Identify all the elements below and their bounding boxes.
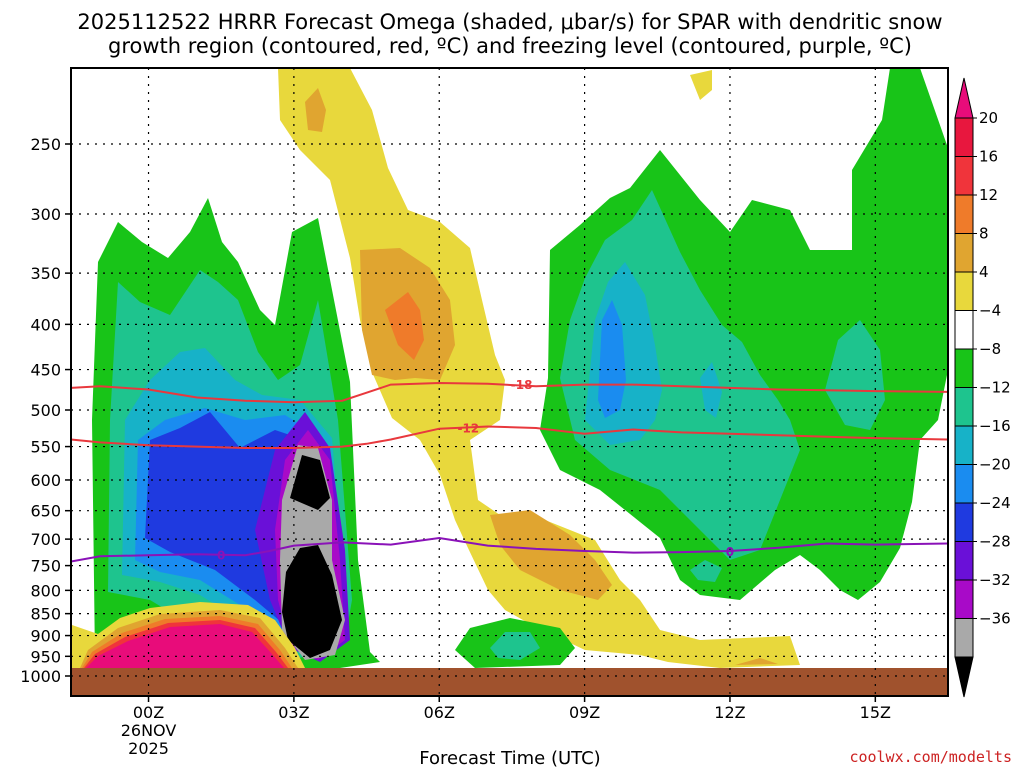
colorbar-label-12: −32 bbox=[979, 571, 1011, 589]
y-tick-label-250: 250 bbox=[30, 135, 61, 154]
contour-label-freezing_0-1: 0 bbox=[726, 545, 734, 559]
omega-region-neg12-lowcenter bbox=[490, 632, 540, 660]
y-tick-label-700: 700 bbox=[30, 530, 61, 549]
x-tick-label-15Z: 15Z bbox=[860, 703, 891, 722]
ground-surface bbox=[71, 668, 948, 696]
x-axis-label: Forecast Time (UTC) bbox=[419, 748, 600, 768]
chart-title-line1: 2025112522 HRRR Forecast Omega (shaded, … bbox=[77, 10, 942, 34]
grid-lines bbox=[71, 68, 948, 696]
omega-region-neg16-right2 bbox=[700, 362, 722, 418]
colorbar-label-10: −24 bbox=[979, 494, 1011, 512]
omega-region-pos4-center bbox=[278, 68, 800, 668]
colorbar-segment-0 bbox=[954, 117, 974, 157]
credit-text: coolwx.com/modelts bbox=[849, 748, 1012, 766]
colorbar-segment-8 bbox=[954, 425, 974, 465]
colorbar-label-8: −16 bbox=[979, 417, 1011, 435]
y-tick-label-750: 750 bbox=[30, 557, 61, 576]
colorbar-segment-9 bbox=[954, 464, 974, 504]
colorbar-label-7: −12 bbox=[979, 379, 1011, 397]
colorbar-segment-13 bbox=[954, 618, 974, 658]
omega-region-black-upper bbox=[290, 455, 330, 510]
omega-region-pos8-center-lower bbox=[490, 510, 612, 600]
y-tick-label-950: 950 bbox=[30, 647, 61, 666]
contour-dgz_-12 bbox=[71, 425, 948, 449]
y-tick-label-850: 850 bbox=[30, 605, 61, 624]
y-tick-label-400: 400 bbox=[30, 315, 61, 334]
colorbar-label-0: 20 bbox=[979, 109, 998, 127]
y-tick-label-800: 800 bbox=[30, 581, 61, 600]
y-tick-label-450: 450 bbox=[30, 361, 61, 380]
colorbar-segment-1 bbox=[954, 156, 974, 196]
y-tick-label-650: 650 bbox=[30, 502, 61, 521]
x-tick-label-06Z: 06Z bbox=[424, 703, 455, 722]
colorbar-label-13: −36 bbox=[979, 610, 1011, 628]
omega-region-neg12-right2 bbox=[825, 320, 885, 430]
x-tick-label-09Z: 09Z bbox=[569, 703, 600, 722]
colorbar-segment-5 bbox=[954, 310, 974, 350]
contour-label-dgz_-12-0: -12 bbox=[457, 421, 479, 435]
colorbar-label-4: 4 bbox=[979, 263, 989, 281]
colorbar-segment-7 bbox=[954, 387, 974, 427]
omega-region-pos4-topright bbox=[690, 70, 712, 100]
omega-region-neg20-right bbox=[598, 300, 626, 418]
chart-title-line2: growth region (contoured, red, ºC) and f… bbox=[108, 34, 912, 58]
x-tick-label-00Z: 00Z bbox=[133, 703, 164, 722]
colorbar-segment-3 bbox=[954, 233, 974, 273]
x-tick-year: 2025 bbox=[128, 739, 169, 758]
omega-region-neg12-right3 bbox=[690, 560, 722, 582]
omega-region-pos12-center bbox=[385, 292, 424, 360]
x-tick-label-12Z: 12Z bbox=[714, 703, 745, 722]
omega-shading bbox=[72, 68, 948, 668]
contour-label-dgz_-18-0: -18 bbox=[511, 378, 533, 392]
colorbar-label-2: 12 bbox=[979, 186, 998, 204]
colorbar-bottom-arrow bbox=[954, 656, 974, 698]
y-axis: 250 300 350 400 450 500 550 600 650 700 750 800 850 9… bbox=[20, 135, 71, 686]
y-tick-label-300: 300 bbox=[30, 205, 61, 224]
colorbar-label-6: −8 bbox=[979, 340, 1001, 358]
plot-frame bbox=[70, 67, 949, 697]
colorbar-top-arrow bbox=[954, 77, 974, 119]
colorbar-label-11: −28 bbox=[979, 533, 1011, 551]
colorbar-label-9: −20 bbox=[979, 456, 1011, 474]
y-tick-label-900: 900 bbox=[30, 627, 61, 646]
contour-label-freezing_0-0: 0 bbox=[217, 549, 225, 563]
colorbar-segment-10 bbox=[954, 502, 974, 542]
y-tick-label-550: 550 bbox=[30, 438, 61, 457]
omega-region-pos8-top bbox=[305, 88, 326, 132]
colorbar-label-5: −4 bbox=[979, 302, 1001, 320]
y-tick-label-1000: 1000 bbox=[20, 667, 61, 686]
omega-region-white-right bbox=[800, 590, 948, 668]
colorbar-segment-2 bbox=[954, 194, 974, 234]
x-tick-label-03Z: 03Z bbox=[278, 703, 309, 722]
omega-region-pos20-lowleft bbox=[86, 624, 284, 668]
colorbar-segment-12 bbox=[954, 579, 974, 619]
colorbar-segment-6 bbox=[954, 348, 974, 388]
colorbar-label-1: 16 bbox=[979, 148, 998, 166]
omega-region-black-lower bbox=[282, 545, 342, 658]
contour-dgz_-18 bbox=[71, 381, 948, 404]
colorbar-segment-11 bbox=[954, 541, 974, 581]
contour-freezing_0 bbox=[71, 536, 948, 563]
y-tick-label-500: 500 bbox=[30, 401, 61, 420]
x-tick-date: 26NOV bbox=[121, 721, 177, 740]
plot-area: -18 -12 0 0 bbox=[71, 68, 948, 696]
colorbar-segment-4 bbox=[954, 271, 974, 311]
y-tick-label-600: 600 bbox=[30, 471, 61, 490]
contour-lines: -18 -12 0 0 bbox=[71, 378, 948, 563]
colorbar-label-3: 8 bbox=[979, 225, 989, 243]
colorbar: 20 16 12 8 4 −4 −8 −12 −16 −20 −24 −28 −32 −36 bbox=[954, 77, 1011, 698]
y-tick-label-350: 350 bbox=[30, 264, 61, 283]
omega-region-pos8-bottom bbox=[735, 658, 778, 665]
